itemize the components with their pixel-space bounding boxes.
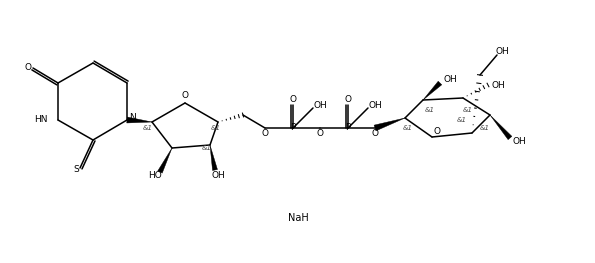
Text: OH: OH: [211, 170, 225, 180]
Text: OH: OH: [491, 80, 505, 89]
Text: &1: &1: [143, 125, 153, 131]
Text: O: O: [317, 129, 324, 139]
Text: P: P: [290, 124, 296, 133]
Text: O: O: [345, 95, 352, 104]
Polygon shape: [210, 145, 217, 170]
Text: O: O: [261, 129, 268, 139]
Text: O: O: [24, 63, 32, 73]
Text: &1: &1: [457, 117, 467, 123]
Text: O: O: [290, 95, 296, 104]
Text: HN: HN: [35, 115, 48, 124]
Text: O: O: [181, 92, 189, 100]
Text: O: O: [434, 128, 440, 136]
Text: &1: &1: [211, 125, 221, 131]
Polygon shape: [127, 117, 152, 123]
Text: &1: &1: [480, 125, 490, 131]
Text: S: S: [73, 164, 79, 174]
Text: NaH: NaH: [287, 213, 308, 223]
Text: &1: &1: [463, 107, 473, 113]
Text: P: P: [345, 124, 350, 133]
Text: OH: OH: [368, 100, 382, 109]
Polygon shape: [423, 81, 441, 100]
Text: &1: &1: [202, 145, 212, 151]
Polygon shape: [374, 118, 405, 131]
Text: OH: OH: [313, 100, 327, 109]
Text: N: N: [129, 114, 136, 123]
Text: OH: OH: [512, 136, 526, 145]
Text: OH: OH: [495, 47, 509, 55]
Text: HO: HO: [148, 171, 162, 180]
Text: O: O: [371, 129, 378, 139]
Polygon shape: [490, 115, 512, 140]
Text: &1: &1: [403, 125, 413, 131]
Text: &1: &1: [425, 107, 435, 113]
Text: OH: OH: [443, 75, 457, 84]
Polygon shape: [158, 148, 172, 173]
